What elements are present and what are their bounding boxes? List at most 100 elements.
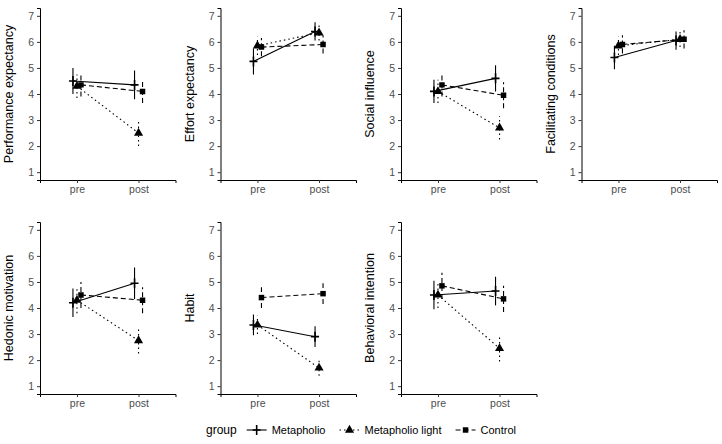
- tick-label: 5: [570, 62, 576, 74]
- tick-mark: [37, 334, 40, 335]
- tick: 4: [28, 88, 40, 100]
- axis-line: [41, 181, 177, 184]
- series-line: [81, 295, 143, 300]
- legend: groupMetapholioMetapholio lightControl: [206, 423, 516, 437]
- tick: 5: [28, 276, 40, 288]
- tick-mark: [218, 42, 221, 43]
- tick-mark: [218, 334, 221, 335]
- tick-label: 4: [209, 88, 215, 100]
- axis-line: [402, 181, 538, 184]
- x-axis: prepost: [41, 180, 177, 195]
- tick-label: post: [671, 183, 691, 195]
- panel: 1234567prepostHedonic motivation: [2, 223, 176, 410]
- tick-mark: [218, 230, 221, 231]
- tick-label: 4: [570, 88, 576, 100]
- tick-label: post: [490, 183, 510, 195]
- tick-label: post: [129, 397, 149, 409]
- tick-label: 4: [389, 302, 395, 314]
- marker: [492, 73, 500, 83]
- tick-mark: [579, 68, 582, 69]
- tick-mark: [37, 94, 40, 95]
- series-line: [77, 300, 139, 340]
- marker: [134, 335, 143, 343]
- tick: 5: [570, 62, 582, 74]
- tick-label: 7: [28, 10, 34, 22]
- tick: 1: [570, 166, 582, 178]
- tick: 6: [389, 250, 401, 262]
- tick-label: 2: [28, 354, 34, 366]
- point: [439, 283, 444, 288]
- legend-label: Control: [481, 424, 516, 436]
- tick-label: post: [129, 183, 149, 195]
- tick-label: 1: [570, 166, 576, 178]
- legend-marker: [253, 425, 261, 435]
- series-line: [434, 291, 496, 295]
- tick-label: 1: [28, 166, 34, 178]
- point: [320, 291, 325, 296]
- marker: [140, 297, 145, 302]
- y-axis-title: Facilitating conditions: [544, 34, 558, 154]
- tick-label: 1: [28, 380, 34, 392]
- tick-label: 7: [389, 10, 395, 22]
- marker: [314, 27, 323, 35]
- axis-line: [218, 9, 222, 181]
- tick-mark: [218, 120, 221, 121]
- point: [681, 37, 686, 42]
- series-line: [253, 325, 315, 337]
- marker: [311, 332, 319, 342]
- series-line: [261, 294, 323, 298]
- y-axis-title: Social influence: [363, 50, 377, 138]
- legend-symbol: [463, 427, 468, 432]
- tick-label: 3: [28, 114, 34, 126]
- plot-area: [430, 273, 506, 362]
- x-axis: pre post: [402, 394, 538, 409]
- tick-mark: [579, 172, 582, 173]
- tick-label: pre: [250, 183, 265, 195]
- tick: 3: [28, 328, 40, 340]
- tick-mark: [37, 308, 40, 309]
- tick-label: 2: [209, 140, 215, 152]
- tick: pre: [431, 180, 446, 195]
- tick: 3: [209, 328, 221, 340]
- plot-area: [430, 65, 506, 139]
- tick: 4: [209, 302, 221, 314]
- point: [78, 82, 83, 87]
- tick-label: pre: [431, 397, 446, 409]
- y-axis: 1234567: [28, 223, 40, 395]
- tick: 2: [570, 140, 582, 152]
- legend-label: Metapholio: [272, 424, 326, 436]
- tick: post: [671, 180, 691, 195]
- series-line: [261, 44, 323, 47]
- point: [433, 290, 442, 298]
- y-axis: 1234567: [389, 223, 401, 395]
- series-line: [442, 85, 504, 95]
- tick: post: [310, 180, 330, 195]
- series-line: [77, 86, 139, 133]
- marker: [439, 283, 444, 288]
- tick: 2: [389, 140, 401, 152]
- tick-label: pre: [431, 183, 446, 195]
- panel: 1234567prepostFacilitating conditions: [544, 9, 718, 196]
- tick: pre: [250, 180, 265, 195]
- x-axis: prepost: [41, 394, 177, 409]
- point: [620, 42, 625, 47]
- legend-symbol: [345, 425, 354, 433]
- axis-line: [218, 223, 222, 395]
- marker: [681, 37, 686, 42]
- tick: post: [490, 394, 510, 409]
- tick: pre: [431, 394, 446, 409]
- tick: 7: [28, 224, 40, 236]
- y-axis: 1234567: [28, 9, 40, 181]
- panel: 1234567prepostPerformance expectancy: [2, 9, 176, 196]
- tick-mark: [579, 120, 582, 121]
- point: [131, 80, 139, 90]
- tick: 3: [209, 114, 221, 126]
- legend-marker: [345, 425, 354, 433]
- marker: [495, 123, 504, 131]
- tick-label: 3: [28, 328, 34, 340]
- tick-label: 6: [28, 36, 34, 48]
- tick: 6: [209, 36, 221, 48]
- tick-label: post: [310, 397, 330, 409]
- tick-mark: [398, 68, 401, 69]
- marker: [320, 291, 325, 296]
